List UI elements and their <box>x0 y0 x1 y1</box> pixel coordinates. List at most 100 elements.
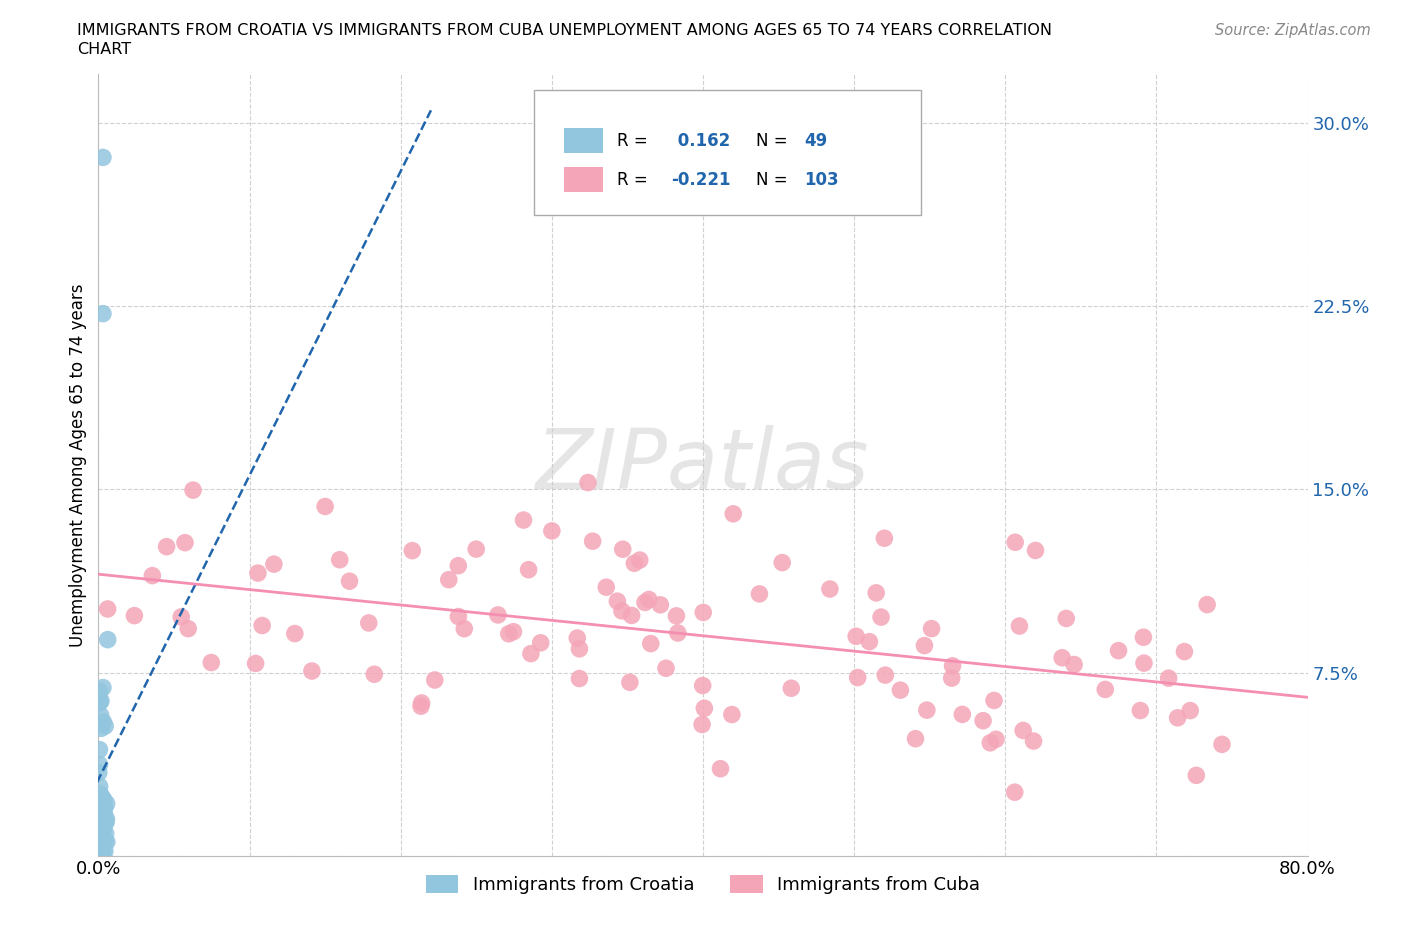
Point <box>94 834 117 849</box>
Point <box>90 820 112 835</box>
Point <box>875 668 897 683</box>
Point <box>87 797 110 812</box>
Point <box>453 621 475 636</box>
Point <box>90 721 112 736</box>
Point <box>93 804 115 818</box>
Point <box>90 833 112 848</box>
Point <box>486 607 509 622</box>
Point <box>628 552 651 567</box>
Point <box>301 664 323 679</box>
Point <box>89 742 111 757</box>
Point <box>666 626 689 641</box>
Point <box>690 717 713 732</box>
Point <box>665 608 688 623</box>
Point <box>567 631 589 645</box>
Point <box>984 732 1007 747</box>
Point <box>155 539 177 554</box>
Point <box>96 812 118 827</box>
Point <box>655 661 678 676</box>
Point <box>94 800 117 815</box>
Point <box>606 593 628 608</box>
Point <box>1063 658 1085 672</box>
Point <box>97 632 120 647</box>
Point <box>94 815 117 830</box>
Point <box>124 608 146 623</box>
Point <box>89 787 111 802</box>
Point <box>93 714 115 729</box>
Point <box>972 713 994 728</box>
Point <box>447 609 470 624</box>
Text: 0.162: 0.162 <box>672 132 730 150</box>
Point <box>246 565 269 580</box>
Point <box>97 602 120 617</box>
Point <box>91 824 114 839</box>
Point <box>502 624 524 639</box>
Point <box>339 574 361 589</box>
Point <box>89 840 111 855</box>
Point <box>409 698 432 713</box>
Point <box>170 609 193 624</box>
Point <box>692 605 714 620</box>
Point <box>96 834 118 849</box>
Point <box>581 534 603 549</box>
Point <box>1133 656 1156 671</box>
Point <box>1167 711 1189 725</box>
Point <box>845 629 868 644</box>
Point <box>89 694 111 709</box>
Point <box>517 563 540 578</box>
Point <box>1108 644 1130 658</box>
Point <box>89 800 111 815</box>
Point <box>96 796 118 811</box>
Point <box>91 847 114 862</box>
Point <box>1197 597 1219 612</box>
Point <box>89 842 111 857</box>
Point <box>1050 650 1073 665</box>
Text: 103: 103 <box>804 171 839 189</box>
Point <box>818 581 841 596</box>
Point <box>401 543 423 558</box>
Point <box>914 638 936 653</box>
Point <box>1185 768 1208 783</box>
FancyBboxPatch shape <box>534 90 921 215</box>
Point <box>250 618 273 633</box>
Point <box>1004 785 1026 800</box>
Point <box>447 558 470 573</box>
Text: Source: ZipAtlas.com: Source: ZipAtlas.com <box>1215 23 1371 38</box>
Point <box>329 552 352 567</box>
Text: 49: 49 <box>804 132 828 150</box>
Point <box>1094 682 1116 697</box>
Point <box>512 512 534 527</box>
Point <box>889 683 911 698</box>
Point <box>873 531 896 546</box>
Y-axis label: Unemployment Among Ages 65 to 74 years: Unemployment Among Ages 65 to 74 years <box>69 284 87 646</box>
Point <box>709 762 731 777</box>
Point <box>780 681 803 696</box>
Point <box>623 556 645 571</box>
Point <box>498 626 520 641</box>
Point <box>89 815 111 830</box>
Point <box>263 557 285 572</box>
FancyBboxPatch shape <box>564 128 603 153</box>
Point <box>91 790 114 804</box>
Point <box>91 150 114 165</box>
Point <box>915 703 938 718</box>
Text: N =: N = <box>756 171 793 189</box>
Point <box>983 693 1005 708</box>
Point <box>93 792 115 807</box>
Text: R =: R = <box>617 171 654 189</box>
Point <box>174 536 197 551</box>
Point <box>89 779 111 794</box>
Point <box>94 815 117 830</box>
Point <box>576 475 599 490</box>
Point <box>1132 630 1154 644</box>
Point <box>693 701 716 716</box>
Point <box>520 646 543 661</box>
Point <box>568 671 591 686</box>
Point <box>465 541 488 556</box>
Point <box>723 506 745 521</box>
Point <box>89 696 111 711</box>
Point <box>620 608 643 623</box>
Point <box>612 542 634 557</box>
Point <box>87 847 110 862</box>
Point <box>950 707 973 722</box>
